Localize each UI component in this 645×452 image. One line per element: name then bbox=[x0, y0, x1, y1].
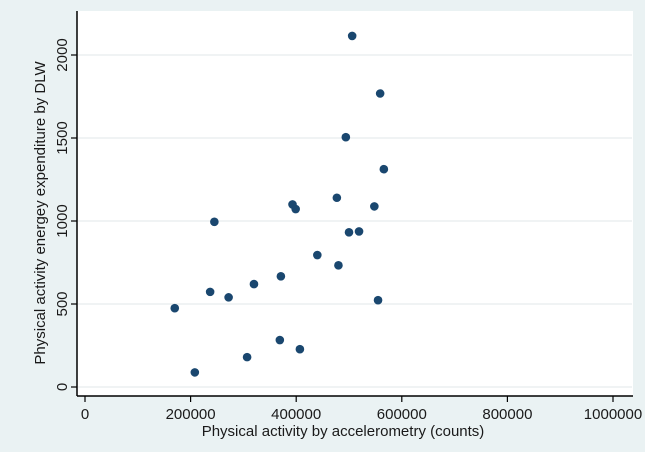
data-point bbox=[373, 295, 383, 305]
data-point bbox=[210, 217, 219, 227]
data-point bbox=[334, 261, 343, 270]
data-point bbox=[370, 202, 379, 211]
data-point bbox=[313, 250, 322, 260]
data-point bbox=[332, 193, 342, 203]
data-point bbox=[291, 204, 300, 214]
data-point bbox=[205, 287, 215, 297]
data-point bbox=[276, 271, 286, 281]
data-point bbox=[347, 31, 357, 41]
x-tick-label-5: 1000000 bbox=[584, 406, 642, 423]
x-tick-label-1: 200000 bbox=[166, 406, 216, 423]
data-point bbox=[379, 164, 389, 174]
y-tick-label-0: 0 bbox=[54, 383, 71, 391]
x-tick-label-3: 600000 bbox=[377, 406, 427, 423]
axes: 0 500 1000 1500 2000 0 200000 400000 600000 80000… bbox=[54, 11, 642, 423]
data-point bbox=[295, 344, 305, 354]
y-tick-label-4: 2000 bbox=[54, 38, 71, 71]
y-tick-label-3: 1500 bbox=[54, 121, 71, 154]
data-point bbox=[170, 303, 180, 313]
gridlines bbox=[78, 54, 632, 388]
x-axis-title: Physical activity by accelerometry (coun… bbox=[202, 423, 485, 440]
x-tick-label-2: 400000 bbox=[271, 406, 321, 423]
data-point bbox=[375, 89, 385, 98]
data-point bbox=[354, 227, 364, 236]
x-tick-label-4: 800000 bbox=[482, 406, 532, 423]
data-point bbox=[275, 335, 285, 345]
plot-area bbox=[77, 11, 633, 396]
data-points bbox=[170, 31, 389, 377]
data-point bbox=[344, 227, 354, 237]
data-point bbox=[341, 132, 351, 142]
data-point bbox=[190, 368, 200, 377]
data-point bbox=[242, 352, 252, 362]
y-tick-label-2: 1000 bbox=[54, 204, 71, 237]
data-point bbox=[224, 293, 233, 302]
y-tick-label-1: 500 bbox=[54, 291, 71, 316]
data-point bbox=[249, 279, 259, 289]
x-tick-label-0: 0 bbox=[81, 406, 89, 423]
y-axis-title: Physical activity energey expenditure by… bbox=[32, 61, 49, 365]
